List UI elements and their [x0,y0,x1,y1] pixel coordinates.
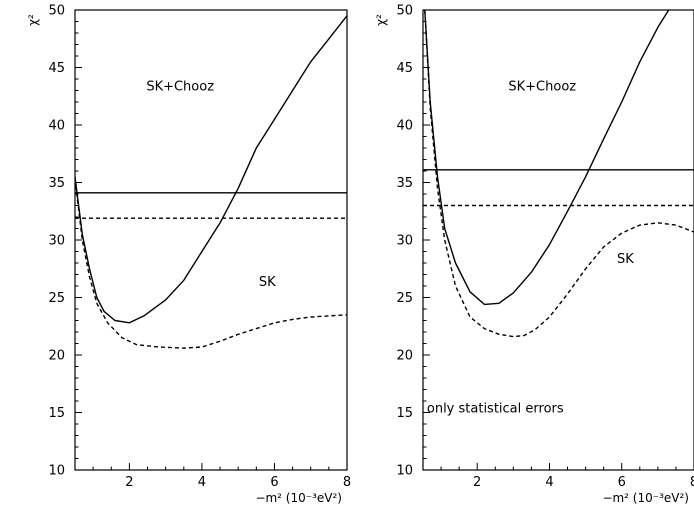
left-y-tick-label: 15 [48,406,65,421]
right-y-tick-label: 20 [396,349,413,364]
left-y-tick-label: 50 [48,4,65,19]
left-x-tick-label: 6 [270,475,278,490]
right-x-axis-title: −m² (10⁻³eV²) [602,491,689,505]
left-y-tick-label: 20 [48,349,65,364]
right-y-tick-label: 15 [396,406,413,421]
right-series-group [423,10,694,338]
right-annotation: SK [617,252,634,267]
right-y-tick-label: 50 [396,4,413,19]
left-annotation: SK [259,275,276,290]
right-x-tick-label: 6 [618,475,626,490]
right-y-tick-label: 30 [396,234,413,249]
left-y-tick-label: 35 [48,176,65,191]
right-sk-chooz-curve [424,10,670,306]
right-x-tick-label: 4 [545,475,553,490]
right-y-axis-title: χ² [374,14,388,26]
left-y-tick-label: 25 [48,291,65,306]
right-x-tick-label: 8 [690,475,694,490]
left-sk-curve [75,179,347,349]
right-y-tick-label: 35 [396,176,413,191]
left-annotation: SK+Chooz [146,80,214,95]
right-annotation: only statistical errors [427,402,564,417]
right-y-tick-label: 40 [396,119,413,134]
left-chart-panel: 10 15 20 25 30 35 40 45 50 2 4 6 8−m² (10⁻³eV²) χ² SK+… [26,4,351,506]
left-series-group [75,15,347,349]
left-x-axis-title: −m² (10⁻³eV²) [255,491,342,505]
left-y-axis-title: χ² [26,14,40,26]
right-x-tick-label: 2 [473,475,481,490]
left-sk-chooz-curve [75,15,347,324]
right-chart-panel: 10 15 20 25 30 35 40 45 50 2 4 6 8−m² (10⁻³eV²) χ² SK+… [374,4,694,505]
left-y-tick-label: 40 [48,119,65,134]
left-x-tick-label: 8 [343,475,351,490]
left-y-tick-label: 45 [48,61,65,76]
right-annotation: SK+Chooz [508,80,576,95]
right-y-tick-label: 10 [396,464,413,479]
left-y-tick-label: 30 [48,234,65,249]
right-sk-curve [424,10,694,338]
right-y-tick-label: 45 [396,61,413,76]
left-y-tick-label: 10 [48,464,65,479]
left-x-tick-label: 4 [198,475,206,490]
right-y-tick-label: 25 [396,291,413,306]
left-x-tick-label: 2 [125,475,133,490]
